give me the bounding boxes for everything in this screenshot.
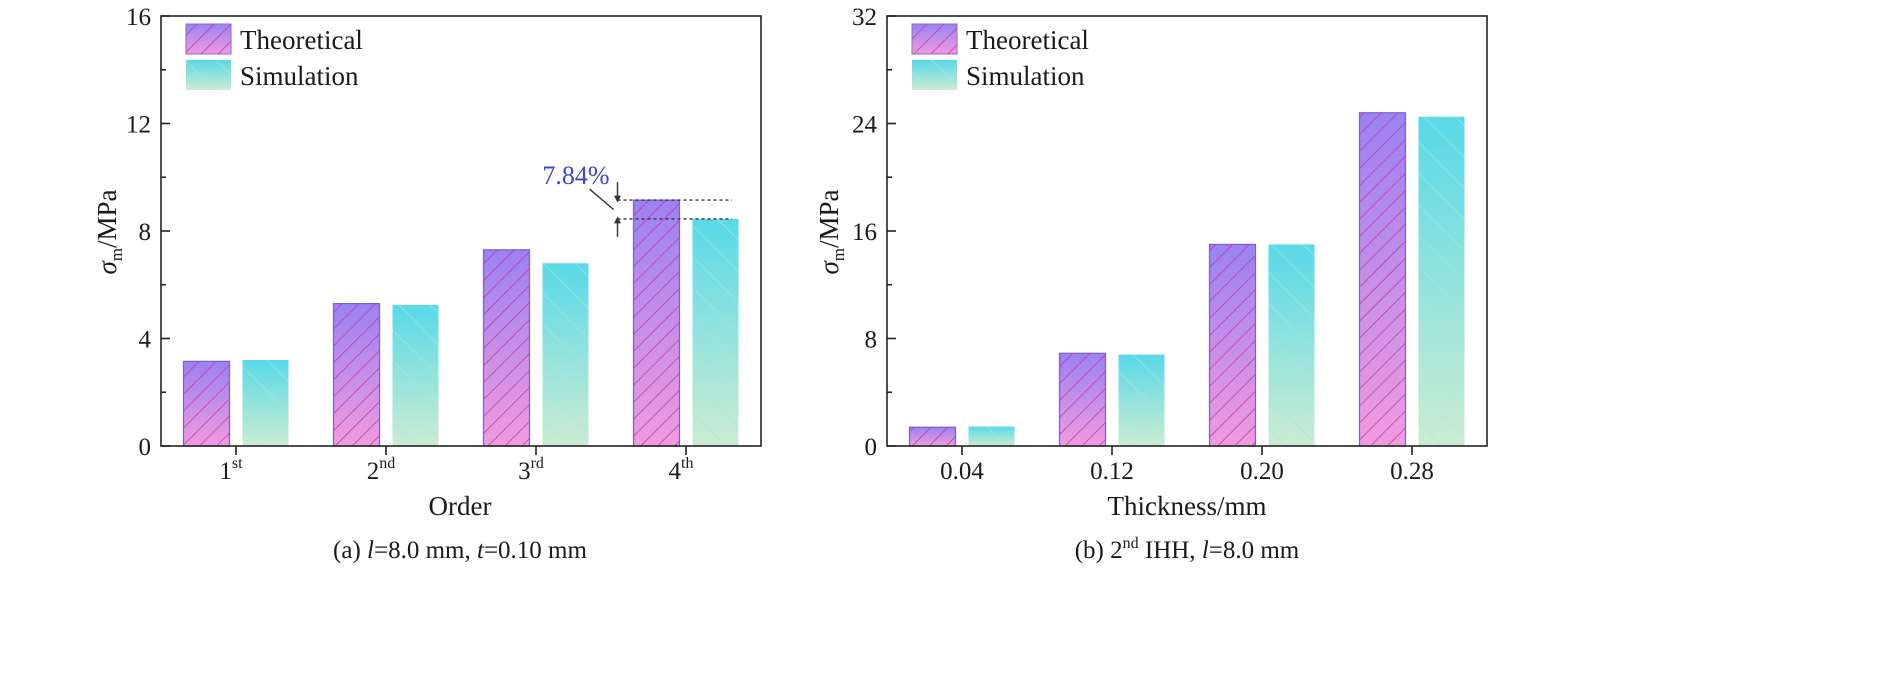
x-tick-label: 3rd — [518, 455, 544, 485]
bar-hatch-theoretical-1 — [909, 427, 956, 446]
legend-label-simulation: Simulation — [240, 61, 359, 91]
x-axis-title: Thickness/mm — [1108, 491, 1267, 521]
legend: Theoretical Simulation — [185, 23, 363, 91]
x-tick-label: 0.04 — [940, 458, 984, 485]
y-tick-label: 12 — [126, 112, 151, 139]
legend-swatch-theoretical-hatch — [912, 24, 957, 54]
legend-label-simulation: Simulation — [966, 61, 1085, 91]
chart-panel-a: σm/MPa Order (a) l=8.0 mm, t=0.10 mm The… — [92, 4, 762, 564]
y-tick-label: 24 — [852, 112, 878, 139]
bar-hatch-simulation-3 — [1268, 244, 1315, 446]
bar-hatch-theoretical-3 — [483, 249, 530, 446]
bar-hatch-simulation-1 — [242, 360, 289, 446]
y-tick-label: 0 — [865, 434, 878, 461]
x-tick-label: 0.20 — [1240, 458, 1284, 485]
difference-annotation: 7.84% — [542, 161, 732, 237]
x-axis-title: Order — [429, 491, 492, 521]
axes: 0 4 8 12 16 1st 2nd 3rd 4th — [126, 4, 762, 485]
y-tick-label: 0 — [139, 434, 152, 461]
chart-panel-b: σm/MPa Thickness/mm (b) 2nd IHH, l=8.0 m… — [814, 4, 1488, 564]
annotation-label: 7.84% — [542, 161, 609, 190]
legend: Theoretical Simulation — [911, 23, 1089, 91]
y-axis-title: σm/MPa — [814, 189, 848, 274]
y-axis-title: σm/MPa — [92, 189, 126, 274]
bars — [182, 199, 739, 447]
y-tick-label: 32 — [852, 4, 877, 31]
panel-caption: (a) l=8.0 mm, t=0.10 mm — [333, 537, 587, 564]
y-tick-label: 16 — [852, 219, 877, 246]
bar-hatch-simulation-2 — [1118, 354, 1165, 446]
legend-swatch-theoretical-hatch — [186, 24, 231, 54]
annotation-leader — [589, 188, 614, 211]
bar-hatch-theoretical-3 — [1209, 244, 1256, 446]
legend-swatch-simulation-hatch — [186, 60, 231, 90]
y-tick-label: 16 — [126, 4, 151, 31]
bar-hatch-theoretical-4 — [633, 200, 680, 446]
legend-label-theoretical: Theoretical — [240, 25, 363, 55]
x-tick-label: 2nd — [367, 455, 396, 485]
bar-hatch-simulation-4 — [1418, 116, 1465, 446]
bar-hatch-theoretical-1 — [183, 361, 230, 446]
x-tick-label: 1st — [219, 455, 243, 485]
x-tick-label: 0.12 — [1090, 458, 1134, 485]
panel-caption: (b) 2nd IHH, l=8.0 mm — [1075, 535, 1300, 564]
y-tick-label: 8 — [139, 219, 152, 246]
bar-hatch-theoretical-2 — [333, 303, 380, 446]
x-tick-label: 4th — [669, 455, 694, 485]
axes: 0 8 16 24 32 0.04 0.12 0.20 0.28 — [852, 4, 1488, 485]
legend-label-theoretical: Theoretical — [966, 25, 1089, 55]
bar-hatch-theoretical-2 — [1059, 353, 1106, 446]
y-tick-label: 8 — [865, 327, 878, 354]
legend-swatch-simulation-hatch — [912, 60, 957, 90]
bars — [908, 112, 1465, 447]
bar-hatch-simulation-2 — [392, 304, 439, 446]
bar-hatch-simulation-4 — [692, 218, 739, 446]
bar-hatch-theoretical-4 — [1359, 112, 1406, 446]
bar-hatch-simulation-1 — [968, 426, 1015, 446]
bar-hatch-simulation-3 — [542, 263, 589, 446]
x-tick-label: 0.28 — [1390, 458, 1434, 485]
y-tick-label: 4 — [139, 327, 152, 354]
